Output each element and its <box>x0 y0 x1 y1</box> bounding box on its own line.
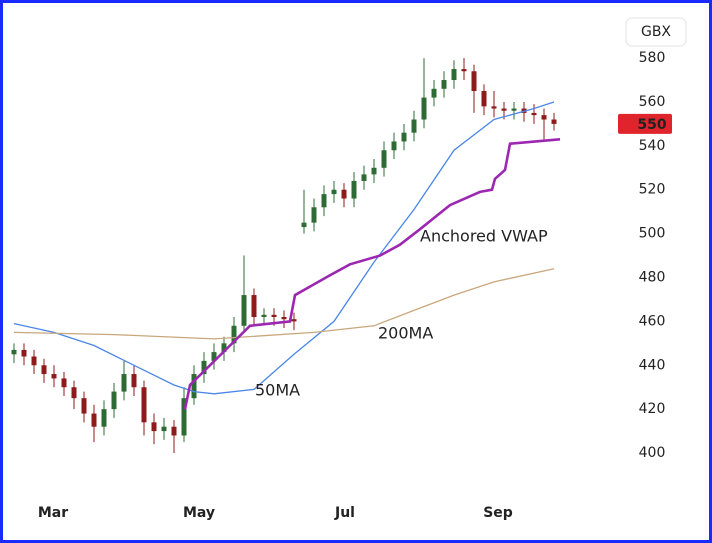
y-tick-label: 580 <box>639 50 666 66</box>
candle-body <box>171 426 177 436</box>
candle-body <box>221 343 227 353</box>
candle-body <box>51 374 57 379</box>
candle-body <box>411 119 417 133</box>
x-tick-label: May <box>183 505 215 521</box>
x-tick-label: Mar <box>38 505 68 521</box>
y-tick-label: 480 <box>639 270 666 286</box>
candle-body <box>151 422 157 432</box>
last-price-label: 550 <box>637 117 666 133</box>
candle-body <box>21 349 27 357</box>
currency-button[interactable] <box>625 17 687 47</box>
candle-body <box>461 69 467 72</box>
candle-body <box>281 317 287 320</box>
candle-body <box>41 365 47 375</box>
y-tick-label: 460 <box>639 313 666 329</box>
candle-body <box>31 356 37 366</box>
candle-body <box>161 426 167 432</box>
candle-body <box>61 378 67 388</box>
candle-body <box>251 295 257 317</box>
candle-body <box>321 194 327 208</box>
candle-body <box>471 71 477 91</box>
candle-body <box>271 314 277 317</box>
candle-body <box>341 189 347 199</box>
candle-body <box>91 413 97 427</box>
candle-body <box>181 398 187 436</box>
x-tick-label: Sep <box>483 505 513 521</box>
candle-body <box>381 150 387 168</box>
candle-body <box>531 112 537 116</box>
candle-body <box>241 295 247 326</box>
indicator-line <box>183 138 561 410</box>
candle-body <box>311 207 317 223</box>
candle-body <box>131 374 137 388</box>
y-tick-label: 560 <box>639 94 666 110</box>
last-price-tag <box>618 113 672 134</box>
candle-body <box>191 374 197 399</box>
candle-body <box>511 108 517 111</box>
candle-body <box>81 398 87 414</box>
candle-body <box>331 189 337 195</box>
candle-body <box>71 387 77 399</box>
candle-body <box>291 319 297 322</box>
line-label: 50MA <box>255 381 300 400</box>
indicator-line <box>13 101 555 395</box>
line-label: 200MA <box>378 324 433 343</box>
candle-body <box>301 222 307 228</box>
candle-body <box>201 360 207 375</box>
candle-body <box>261 314 267 317</box>
candle-body <box>401 132 407 142</box>
candle-body <box>11 349 17 355</box>
indicator-line <box>13 268 555 340</box>
candle-body <box>491 106 497 109</box>
candle-body <box>101 409 107 427</box>
candle-body <box>231 325 237 344</box>
x-tick-label: Jul <box>334 505 355 521</box>
y-tick-label: 540 <box>639 138 666 154</box>
candle-body <box>121 374 127 392</box>
candle-body <box>351 180 357 199</box>
candle-body <box>551 119 557 124</box>
y-tick-label: 420 <box>639 401 666 417</box>
candle-body <box>501 108 507 111</box>
candle-body <box>481 90 487 107</box>
y-tick-label: 440 <box>639 357 666 373</box>
candle-body <box>441 80 447 89</box>
candle-body <box>211 352 217 361</box>
y-tick-label: 500 <box>639 226 666 242</box>
y-tick-label: 400 <box>639 445 666 461</box>
line-label: Anchored VWAP <box>420 227 548 246</box>
candle-body <box>451 69 457 81</box>
candle-body <box>141 387 147 423</box>
candle-body <box>541 115 547 120</box>
candle-body <box>111 391 117 410</box>
candle-body <box>361 174 367 181</box>
candle-body <box>431 88 437 98</box>
candle-body <box>421 97 427 120</box>
currency-label: GBX <box>641 24 671 40</box>
candle-body <box>371 167 377 175</box>
y-tick-label: 520 <box>639 182 666 198</box>
candle-body <box>391 141 397 151</box>
